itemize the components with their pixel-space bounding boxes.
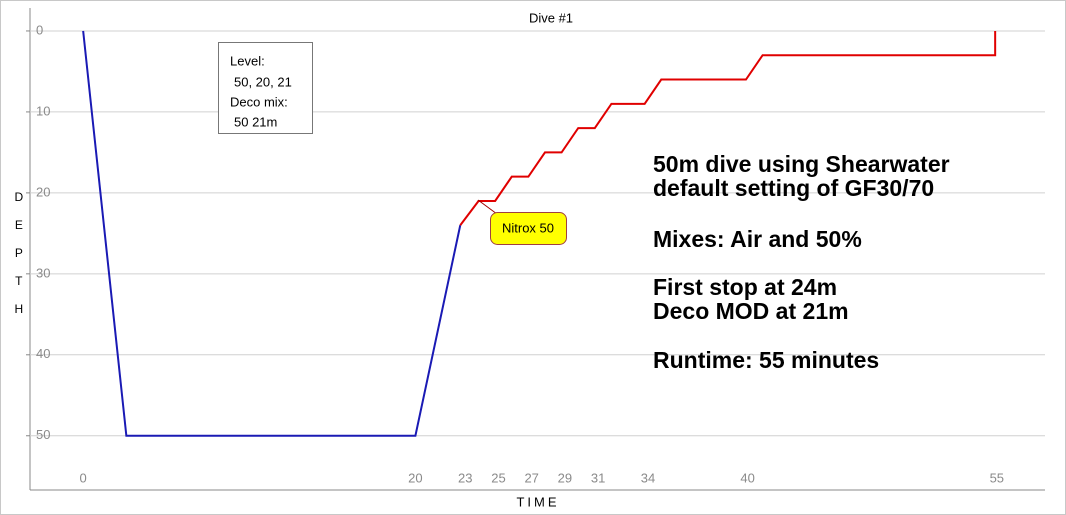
level-box <box>218 42 313 134</box>
x-tick-label: 0 <box>80 470 87 485</box>
note: First stop at 24m <box>653 274 837 300</box>
x-tick-label: 25 <box>491 470 505 485</box>
note: Mixes: Air and 50% <box>653 226 862 252</box>
note: default setting of GF30/70 <box>653 175 934 201</box>
x-tick-label: 20 <box>408 470 422 485</box>
y-tick-label: 40 <box>36 346 50 361</box>
level-text: 50 21m <box>234 114 277 129</box>
x-tick-label: 27 <box>524 470 538 485</box>
x-axis-label: TIME <box>516 494 559 509</box>
depth-line <box>82 30 462 437</box>
callout-box <box>490 212 567 245</box>
level-text: Deco mix: <box>230 94 288 109</box>
note: 50m dive using Shearwater <box>653 151 950 177</box>
x-tick-label: 23 <box>458 470 472 485</box>
level-text: 50, 20, 21 <box>234 74 292 89</box>
depth-line <box>459 30 997 226</box>
x-tick-label: 55 <box>990 470 1004 485</box>
y-tick-label: 0 <box>36 22 43 37</box>
callout-pointer <box>477 199 498 215</box>
y-tick-label: 10 <box>36 103 50 118</box>
callout-text: Nitrox 50 <box>502 220 554 235</box>
chart-title: Dive #1 <box>529 10 573 25</box>
note: Deco MOD at 21m <box>653 298 849 324</box>
y-axis-label: DEPTH <box>12 190 26 330</box>
x-tick-label: 29 <box>558 470 572 485</box>
level-text: Level: <box>230 53 265 68</box>
note: Runtime: 55 minutes <box>653 347 879 373</box>
y-tick-label: 30 <box>36 265 50 280</box>
y-tick-label: 20 <box>36 184 50 199</box>
x-tick-label: 34 <box>641 470 655 485</box>
x-tick-label: 40 <box>740 470 754 485</box>
x-tick-label: 31 <box>591 470 605 485</box>
y-tick-label: 50 <box>36 427 50 442</box>
plot: 0 10 20 30 40 50 0 20 23 25 27 29 31 34 40 55 <box>26 22 1045 485</box>
